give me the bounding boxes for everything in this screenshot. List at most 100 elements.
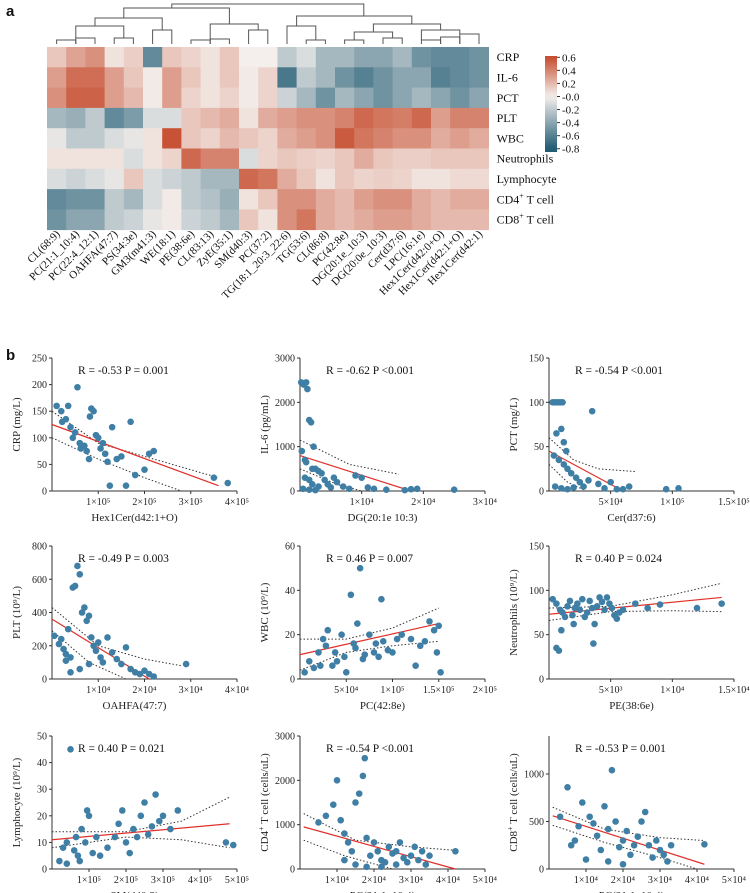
x-tick-label: 1×10⁴ [86, 685, 111, 696]
data-point [55, 640, 63, 648]
heatmap-cell [47, 128, 67, 149]
heatmap-cell [219, 87, 240, 109]
stat-annotation: R = -0.53 P = 0.001 [78, 365, 169, 377]
data-point [580, 483, 587, 490]
colorbar-tick-label: -0.0 [562, 91, 580, 103]
stat-annotation: R = -0.49 P = 0.003 [78, 553, 169, 565]
heatmap-cell [219, 209, 240, 231]
heatmap-cell [354, 189, 374, 210]
heatmap-cell [392, 107, 413, 129]
data-point [564, 602, 571, 610]
data-point [656, 601, 664, 608]
heatmap-cell [258, 209, 278, 231]
data-point [412, 662, 419, 669]
data-point [327, 484, 335, 491]
heatmap-cell [411, 67, 432, 88]
data-point [318, 469, 325, 477]
stat-annotation: R = 0.40 P = 0.024 [575, 553, 662, 565]
dendrogram-link [56, 39, 77, 44]
heatmap-cell [450, 189, 470, 210]
x-tick-label: 2×10⁴ [611, 875, 636, 886]
heatmap-cell [200, 148, 221, 170]
x-tick-label: 1×10⁴ [660, 685, 685, 696]
regression-line [303, 826, 456, 870]
data-point [560, 461, 568, 468]
heatmap-cell [392, 47, 413, 68]
heatmap-cell [335, 128, 355, 149]
data-point [348, 847, 356, 855]
data-point [305, 486, 313, 493]
data-point [85, 660, 93, 668]
y-tick-label: 100 [529, 586, 544, 597]
data-point [89, 849, 96, 857]
heatmap-row-label: WBC [497, 131, 524, 145]
y-tick-label: 400 [32, 608, 47, 619]
heatmap-cell [143, 128, 163, 149]
data-point [370, 649, 378, 656]
data-point [607, 478, 614, 486]
heatmap-cell [47, 209, 67, 231]
data-point [83, 807, 91, 814]
data-point [64, 402, 72, 410]
heatmap-cell [47, 107, 67, 129]
heatmap-cell [143, 189, 163, 210]
heatmap-cell [392, 67, 413, 88]
data-point [62, 657, 70, 665]
axis-lines [299, 358, 485, 492]
heatmap-cell [277, 87, 297, 109]
heatmap-cell [411, 168, 432, 190]
regression-line [51, 423, 219, 487]
data-point [590, 820, 597, 827]
heatmap-cell [431, 168, 451, 190]
x-tick-label: 4×10⁵ [188, 875, 212, 886]
data-point [104, 634, 111, 641]
heatmap-cell [104, 67, 125, 88]
data-point [59, 844, 67, 852]
heatmap-cell [392, 189, 413, 210]
heatmap-row-label: Neutrophils [497, 152, 554, 166]
heatmap-cell [239, 87, 259, 109]
heatmap-cell [431, 189, 451, 210]
heatmap-cell [219, 47, 240, 68]
data-point [53, 402, 60, 410]
scatter-panel: 0 10 20 30 40 50 1×10⁵ 2×10⁵ 3×10⁵ 4×10⁵ 5×10⁵ R = … [11, 732, 249, 893]
y-tick-label: 0 [290, 675, 295, 686]
y-tick-label: 20 [37, 811, 47, 822]
data-point [67, 654, 74, 661]
heatmap-cell [239, 189, 259, 210]
heatmap-cell [123, 67, 144, 88]
heatmap-cell [296, 168, 317, 190]
confidence-band [299, 468, 362, 492]
heatmap-cell [373, 209, 393, 231]
data-point [604, 858, 612, 865]
data-point [56, 857, 63, 865]
heatmap-cell [162, 67, 182, 88]
data-point [338, 631, 345, 638]
data-point [324, 626, 332, 634]
data-point [127, 418, 134, 426]
heatmap-cell [66, 67, 86, 88]
y-tick-label: 200 [32, 641, 47, 652]
y-tick-label: 500 [529, 817, 544, 828]
heatmap-cell [162, 168, 182, 190]
heatmap-cell [104, 168, 125, 190]
x-axis-label: PC(21:1_10:4) [350, 890, 416, 893]
heatmap: CRP IL-6 PCT PLT WBC Neutrophils Lymphocyte CD4… [25, 3, 557, 302]
heatmap-cell [239, 209, 259, 231]
data-point [613, 485, 621, 493]
x-tick-label: 4×10⁵ [225, 497, 249, 508]
heatmap-cell [335, 168, 355, 190]
data-point [426, 618, 433, 625]
x-tick-label: 2×10⁴ [132, 685, 157, 696]
heatmap-cell [335, 47, 355, 68]
heatmap-cell [143, 148, 163, 170]
data-point [667, 841, 675, 849]
x-tick-label: 2×10⁵ [114, 875, 138, 886]
y-axis-label: Neutrophils (10⁹/L) [508, 569, 520, 656]
data-point [641, 808, 649, 816]
data-point [71, 582, 79, 590]
data-point [352, 472, 359, 479]
data-point [550, 452, 558, 459]
heatmap-cell [85, 67, 105, 88]
data-point [576, 606, 584, 614]
